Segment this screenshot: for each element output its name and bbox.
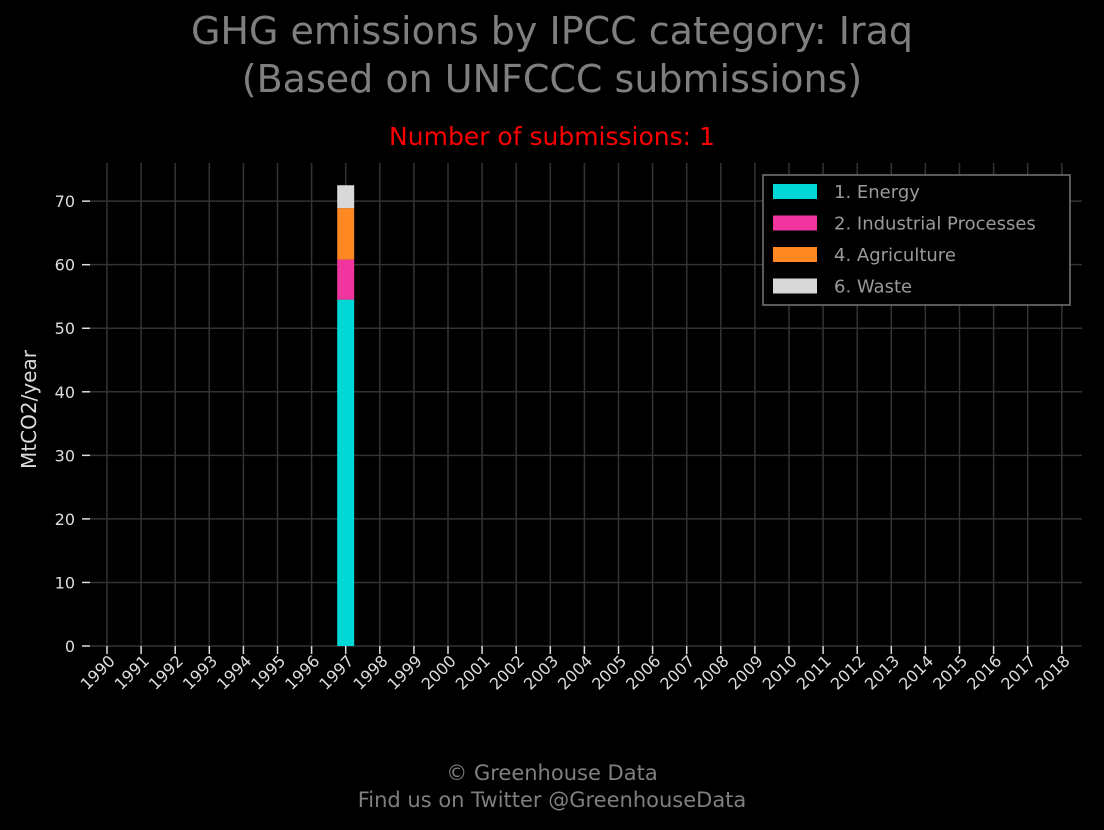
x-tick-label: 2003: [520, 651, 562, 693]
x-tick-label: 2007: [656, 651, 698, 693]
x-tick-label: 2013: [861, 651, 903, 693]
bar-segment-energy: [337, 299, 355, 646]
x-tick-label: 1998: [349, 651, 391, 693]
y-tick-label: 40: [55, 383, 75, 402]
x-tick-label: 2000: [418, 651, 460, 693]
x-tick-label: 2006: [622, 651, 664, 693]
x-tick-label: 2009: [725, 651, 767, 693]
x-tick-label: 1993: [179, 651, 221, 693]
x-tick-label: 1992: [145, 651, 187, 693]
x-tick-label: 2018: [1031, 651, 1073, 693]
x-tick-label: 1999: [384, 651, 426, 693]
x-tick-label: 2017: [997, 651, 1039, 693]
legend-swatch: [773, 215, 817, 231]
bar-segment-agriculture: [337, 208, 355, 260]
x-tick-label: 2012: [827, 651, 869, 693]
x-tick-label: 2010: [759, 651, 801, 693]
chart-title-line2: (Based on UNFCCC submissions): [241, 57, 863, 101]
chart-subtitle: Number of submissions: 1: [389, 122, 715, 151]
x-tick-label: 2005: [588, 651, 630, 693]
y-tick-label: 0: [65, 637, 75, 656]
x-tick-label: 2002: [486, 651, 528, 693]
x-tick-label: 2014: [895, 651, 937, 693]
legend-swatch: [773, 184, 817, 199]
x-tick-label: 1990: [77, 651, 119, 693]
bar-segment-waste: [337, 185, 355, 209]
x-tick-label: 1997: [315, 651, 357, 693]
x-tick-label: 2015: [929, 651, 971, 693]
x-tick-label: 2004: [554, 651, 596, 693]
x-tick-label: 2008: [690, 651, 732, 693]
legend-swatch: [773, 247, 817, 262]
y-tick-label: 60: [55, 256, 75, 275]
footer-twitter: Find us on Twitter @GreenhouseData: [357, 788, 747, 812]
legend-label: 6. Waste: [834, 277, 912, 298]
x-tick-label: 2001: [452, 651, 494, 693]
y-tick-label: 50: [55, 319, 75, 338]
bar-segment-industrial-processes: [337, 259, 355, 300]
legend-swatch: [773, 278, 817, 294]
legend-label: 2. Industrial Processes: [834, 214, 1036, 235]
x-tick-label: 2011: [793, 651, 835, 693]
y-tick-label: 10: [55, 573, 75, 592]
x-tick-label: 1996: [281, 651, 323, 693]
y-tick-label: 30: [55, 446, 75, 465]
x-tick-label: 2016: [963, 651, 1005, 693]
legend-label: 1. Energy: [834, 182, 920, 203]
footer-copyright: © Greenhouse Data: [446, 761, 658, 785]
y-tick-label: 20: [55, 510, 75, 529]
y-axis-label: MtCO2/year: [17, 349, 41, 469]
x-tick-label: 1994: [213, 651, 255, 693]
legend-label: 4. Agriculture: [834, 245, 956, 266]
x-tick-label: 1995: [247, 651, 289, 693]
chart-title-line1: GHG emissions by IPCC category: Iraq: [190, 9, 914, 53]
x-tick-label: 1991: [111, 651, 153, 693]
y-tick-label: 70: [55, 192, 75, 211]
